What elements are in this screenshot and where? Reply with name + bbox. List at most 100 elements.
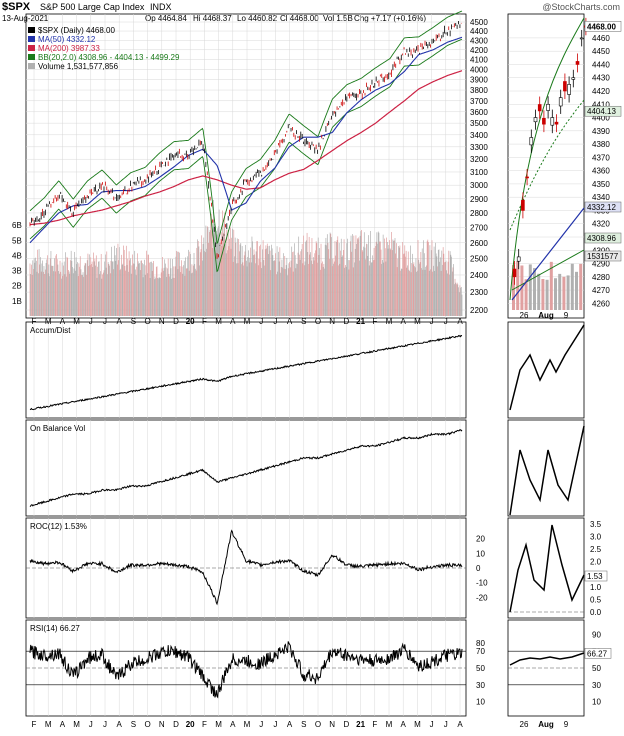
roc-tick-label: 10 [476, 549, 485, 558]
volume-bar [285, 269, 286, 316]
volume-bar [145, 265, 147, 316]
volume-bar [190, 254, 191, 316]
x-tick-label-bottom: O [315, 720, 321, 729]
zoom-price-tick: 4390 [592, 127, 610, 136]
zoom-candle-body [554, 121, 559, 125]
price-tick-label: 2300 [470, 288, 488, 297]
zoom-candle-body [533, 117, 538, 123]
volume-bar [90, 257, 92, 316]
volume-bar [260, 262, 262, 316]
zoom-price-tick: 4260 [592, 299, 610, 308]
zoom-candle-body [521, 200, 525, 211]
volume-bar [161, 268, 163, 316]
roc-line [29, 529, 463, 606]
volume-bar [35, 257, 36, 316]
volume-tick-label: 1B [12, 297, 22, 306]
volume-bar [124, 265, 126, 316]
volume-bar [81, 274, 82, 316]
zoom-value-tag-text: 4308.96 [587, 234, 616, 243]
volume-bar [430, 250, 432, 316]
volume-bar [42, 271, 44, 316]
volume-bar [373, 247, 375, 316]
volume-bar [446, 273, 448, 316]
zoom-roc-tick-label: 2.5 [590, 545, 602, 554]
volume-bar [169, 258, 171, 316]
volume-bar [259, 246, 260, 316]
volume-bar [407, 265, 408, 316]
volume-bar [243, 265, 244, 316]
volume-bar [75, 270, 76, 316]
zoom-roc-tick-label: 0.0 [590, 608, 602, 617]
volume-bar [350, 235, 352, 316]
index-name: S&P 500 Large Cap Index [40, 2, 145, 12]
volume-bar [278, 251, 279, 316]
volume-bar [306, 232, 308, 316]
volume-bar [236, 263, 237, 316]
volume-bar [449, 274, 450, 316]
volume-bar [192, 272, 193, 316]
volume-bar [244, 251, 246, 316]
volume-bar [146, 273, 148, 316]
x-tick-label-bottom: F [372, 720, 377, 729]
volume-bar [419, 262, 421, 316]
volume-bar [391, 231, 392, 316]
x-tick-label-top: M [45, 317, 52, 326]
x-tick-label-bottom: N [159, 720, 165, 729]
x-tick-label-bottom: O [144, 720, 150, 729]
volume-bar [79, 266, 80, 316]
volume-bar [399, 245, 401, 316]
volume-bar [225, 253, 227, 316]
x-tick-label-bottom: J [259, 720, 263, 729]
volume-bar [197, 239, 198, 316]
x-tick-label-top: F [32, 317, 37, 326]
volume-bar [71, 260, 73, 316]
volume-bar [194, 263, 196, 316]
volume-bar [255, 251, 257, 316]
volume-bar [214, 226, 216, 316]
volume-bar [256, 241, 258, 316]
volume-bar [294, 255, 296, 316]
volume-bar [378, 232, 380, 316]
volume-bar [265, 245, 267, 316]
volume-bar [148, 254, 149, 316]
volume-bar [332, 258, 334, 316]
volume-bar [317, 237, 319, 316]
zoom-rsi-tag-text: 66.27 [587, 649, 608, 658]
x-tick-label-bottom: J [103, 720, 107, 729]
volume-bar [32, 260, 34, 316]
volume-bar [57, 264, 59, 316]
volume-bar [386, 241, 388, 316]
price-tick-label: 3500 [470, 119, 488, 128]
volume-bar [295, 268, 297, 316]
price-tick-label: 3000 [470, 181, 488, 190]
volume-bar [164, 259, 166, 316]
volume-bar [281, 259, 283, 316]
volume-bar [139, 263, 140, 316]
volume-bar [386, 237, 387, 316]
volume-bar [174, 266, 176, 316]
zoom-candle-body [571, 77, 576, 80]
volume-bar [165, 267, 167, 316]
volume-bar [428, 270, 430, 316]
volume-bar [393, 240, 394, 316]
volume-bar [437, 266, 438, 316]
volume-bar [231, 237, 233, 316]
volume-bar [121, 254, 122, 316]
volume-bar [312, 257, 314, 316]
volume-bar [224, 212, 226, 316]
volume-bar [198, 246, 200, 316]
volume-bar [303, 265, 305, 316]
volume-bar [206, 226, 208, 316]
zoom-candle-body [542, 118, 546, 125]
volume-bar [254, 254, 256, 316]
volume-bar [107, 262, 109, 316]
zoom-price-tick: 4430 [592, 74, 610, 83]
price-tick-label: 4000 [470, 65, 488, 74]
x-tick-label-top: A [457, 317, 463, 326]
volume-bar [348, 269, 350, 316]
volume-bar [286, 257, 288, 316]
x-tick-label-bottom: J [444, 720, 448, 729]
volume-bar [401, 268, 403, 316]
volume-bar [92, 266, 94, 316]
zoom-value-tag-text: 1531577 [587, 252, 619, 261]
